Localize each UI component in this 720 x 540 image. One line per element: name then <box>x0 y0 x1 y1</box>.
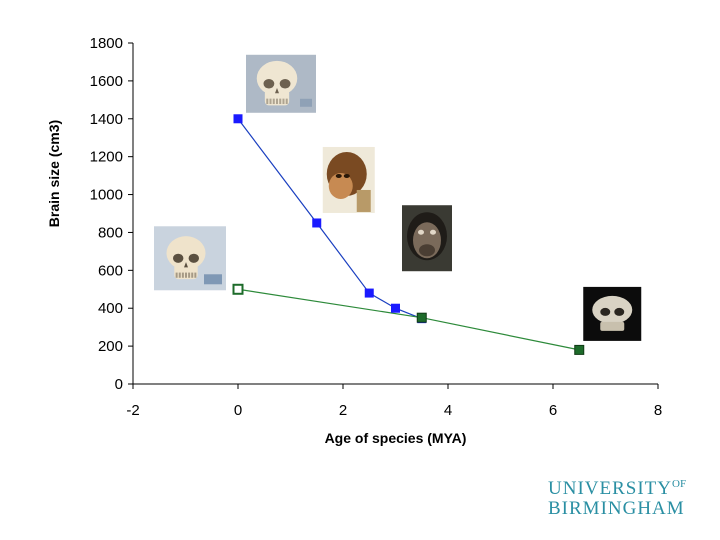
chimpanzee-face-photo <box>402 205 452 272</box>
series-line <box>237 288 580 351</box>
data-point <box>312 218 322 228</box>
y-tick-label: 1800 <box>90 35 123 52</box>
data-point <box>364 288 374 298</box>
x-tick-label: 6 <box>549 402 557 419</box>
y-tick-label: 1600 <box>90 73 123 90</box>
data-point <box>416 312 427 323</box>
y-tick-label: 1200 <box>90 149 123 166</box>
y-tick-label: 800 <box>98 224 123 241</box>
logo-line1: UNIVERSITY <box>548 478 672 499</box>
monkey-skull-photo <box>583 286 642 341</box>
chimpanzee-skull-photo <box>154 226 226 291</box>
x-tick-label: 4 <box>444 402 452 419</box>
y-tick-label: 1400 <box>90 111 123 128</box>
logo-line1-sup: OF <box>672 478 687 490</box>
x-tick-label: 0 <box>234 402 242 419</box>
data-point <box>391 303 400 313</box>
y-axis-title: Brain size (cm3) <box>46 120 62 227</box>
logo-line2: BIRMINGHAM <box>548 498 685 519</box>
y-tick-label: 200 <box>98 338 123 355</box>
x-tick-label: 8 <box>654 402 662 419</box>
x-axis-title: Age of species (MYA) <box>325 430 467 446</box>
data-point <box>574 344 585 355</box>
y-tick-label: 400 <box>98 300 123 317</box>
x-tick-label: -2 <box>126 402 139 419</box>
chart-series <box>232 114 585 355</box>
data-point <box>233 114 243 124</box>
y-tick-label: 0 <box>115 376 123 393</box>
early-hominin-reconstruction-photo <box>322 146 375 213</box>
data-point <box>232 283 244 295</box>
human-skull-photo <box>246 54 316 113</box>
chart-images <box>154 54 642 341</box>
y-tick-label: 600 <box>98 262 123 279</box>
x-tick-label: 2 <box>339 402 347 419</box>
y-tick-label: 1000 <box>90 187 123 204</box>
university-logo: UNIVERSITYOF BIRMINGHAM <box>548 474 686 519</box>
